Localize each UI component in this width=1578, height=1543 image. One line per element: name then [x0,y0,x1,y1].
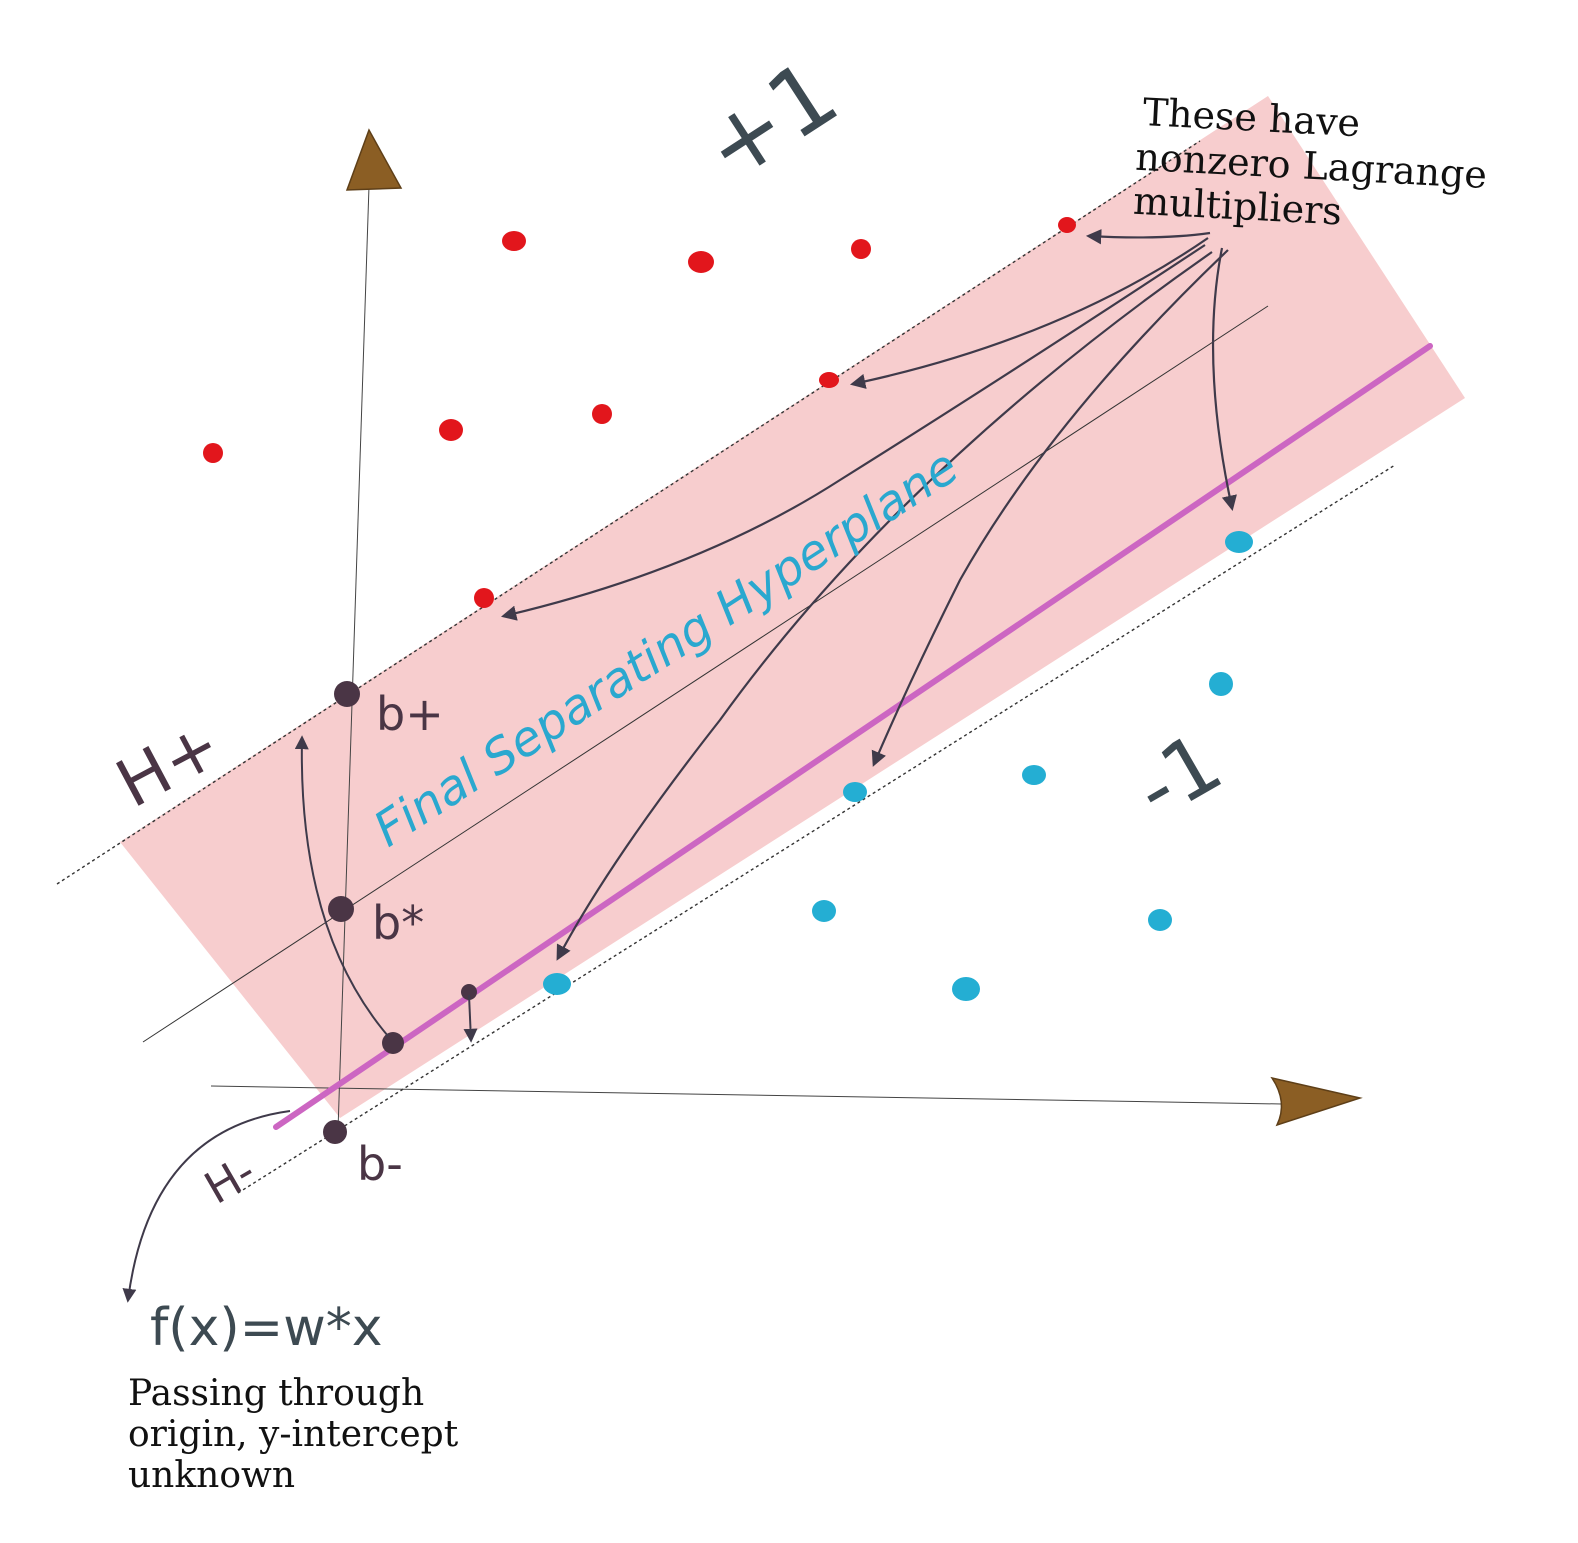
support-vector-note: These have nonzero Lagrange multipliers [1132,90,1502,242]
y-axis [337,185,370,1131]
h-minus-label: H- [196,1146,264,1215]
negative-point [543,973,571,995]
h-plus-boundary [56,140,1201,885]
negative-point [1225,531,1253,553]
margin-band [120,96,1465,1118]
negative-point [1022,765,1046,785]
positive-point [474,588,494,608]
arrow-to-sv [1211,247,1237,512]
b-star-label: b* [372,896,424,950]
positive-point [819,372,839,388]
support-vector-arrows [501,229,1237,961]
b-star-line [142,305,1269,1043]
arrow-to-sv [556,251,1213,961]
function-label: f(x)=w*x [150,1298,383,1358]
arrow-to-sv [871,249,1229,767]
b-star-point [328,896,354,922]
negative-point [1148,909,1172,931]
arrow-to-sv [1085,229,1211,245]
y-axis-arrowhead [345,128,403,191]
negative-point [843,782,867,802]
positive-point [502,231,526,251]
positive-point [439,419,463,441]
b-minus-point [323,1120,347,1144]
misc-arrows [122,735,478,1303]
negative-point [952,977,980,1001]
intercept-points [323,681,477,1144]
positive-point [1058,217,1076,233]
negative-point [1209,672,1233,696]
negative-points [543,531,1253,1001]
note-line: unknown [128,1455,295,1496]
b-plus-point [334,681,360,707]
positive-points [203,217,1076,608]
class-negative-label: -1 [1119,715,1237,838]
x-axis [210,1085,1283,1105]
origin-note: Passing through origin, y-intercept unkn… [128,1373,470,1496]
arrow-hyperplane-to-hplus [294,735,389,1037]
positive-point [851,239,871,259]
arrow-to-sv [501,244,1206,621]
b-plus-label: b+ [376,687,444,741]
small-point [461,984,477,1000]
negative-point [812,900,836,922]
hyperplane-point [382,1032,404,1054]
x-axis-arrowhead [1270,1076,1363,1127]
note-line: origin, y-intercept [128,1414,459,1455]
arrow-to-sv [849,237,1209,389]
arrow-to-function [122,1110,291,1303]
note-line: multipliers [1132,179,1343,234]
positive-point [592,404,612,424]
arrow-small-down [463,994,478,1043]
b-minus-label: b- [357,1137,403,1191]
positive-point [688,251,714,273]
class-positive-label: +1 [684,39,856,203]
positive-point [203,443,223,463]
note-line: Passing through [128,1373,424,1414]
